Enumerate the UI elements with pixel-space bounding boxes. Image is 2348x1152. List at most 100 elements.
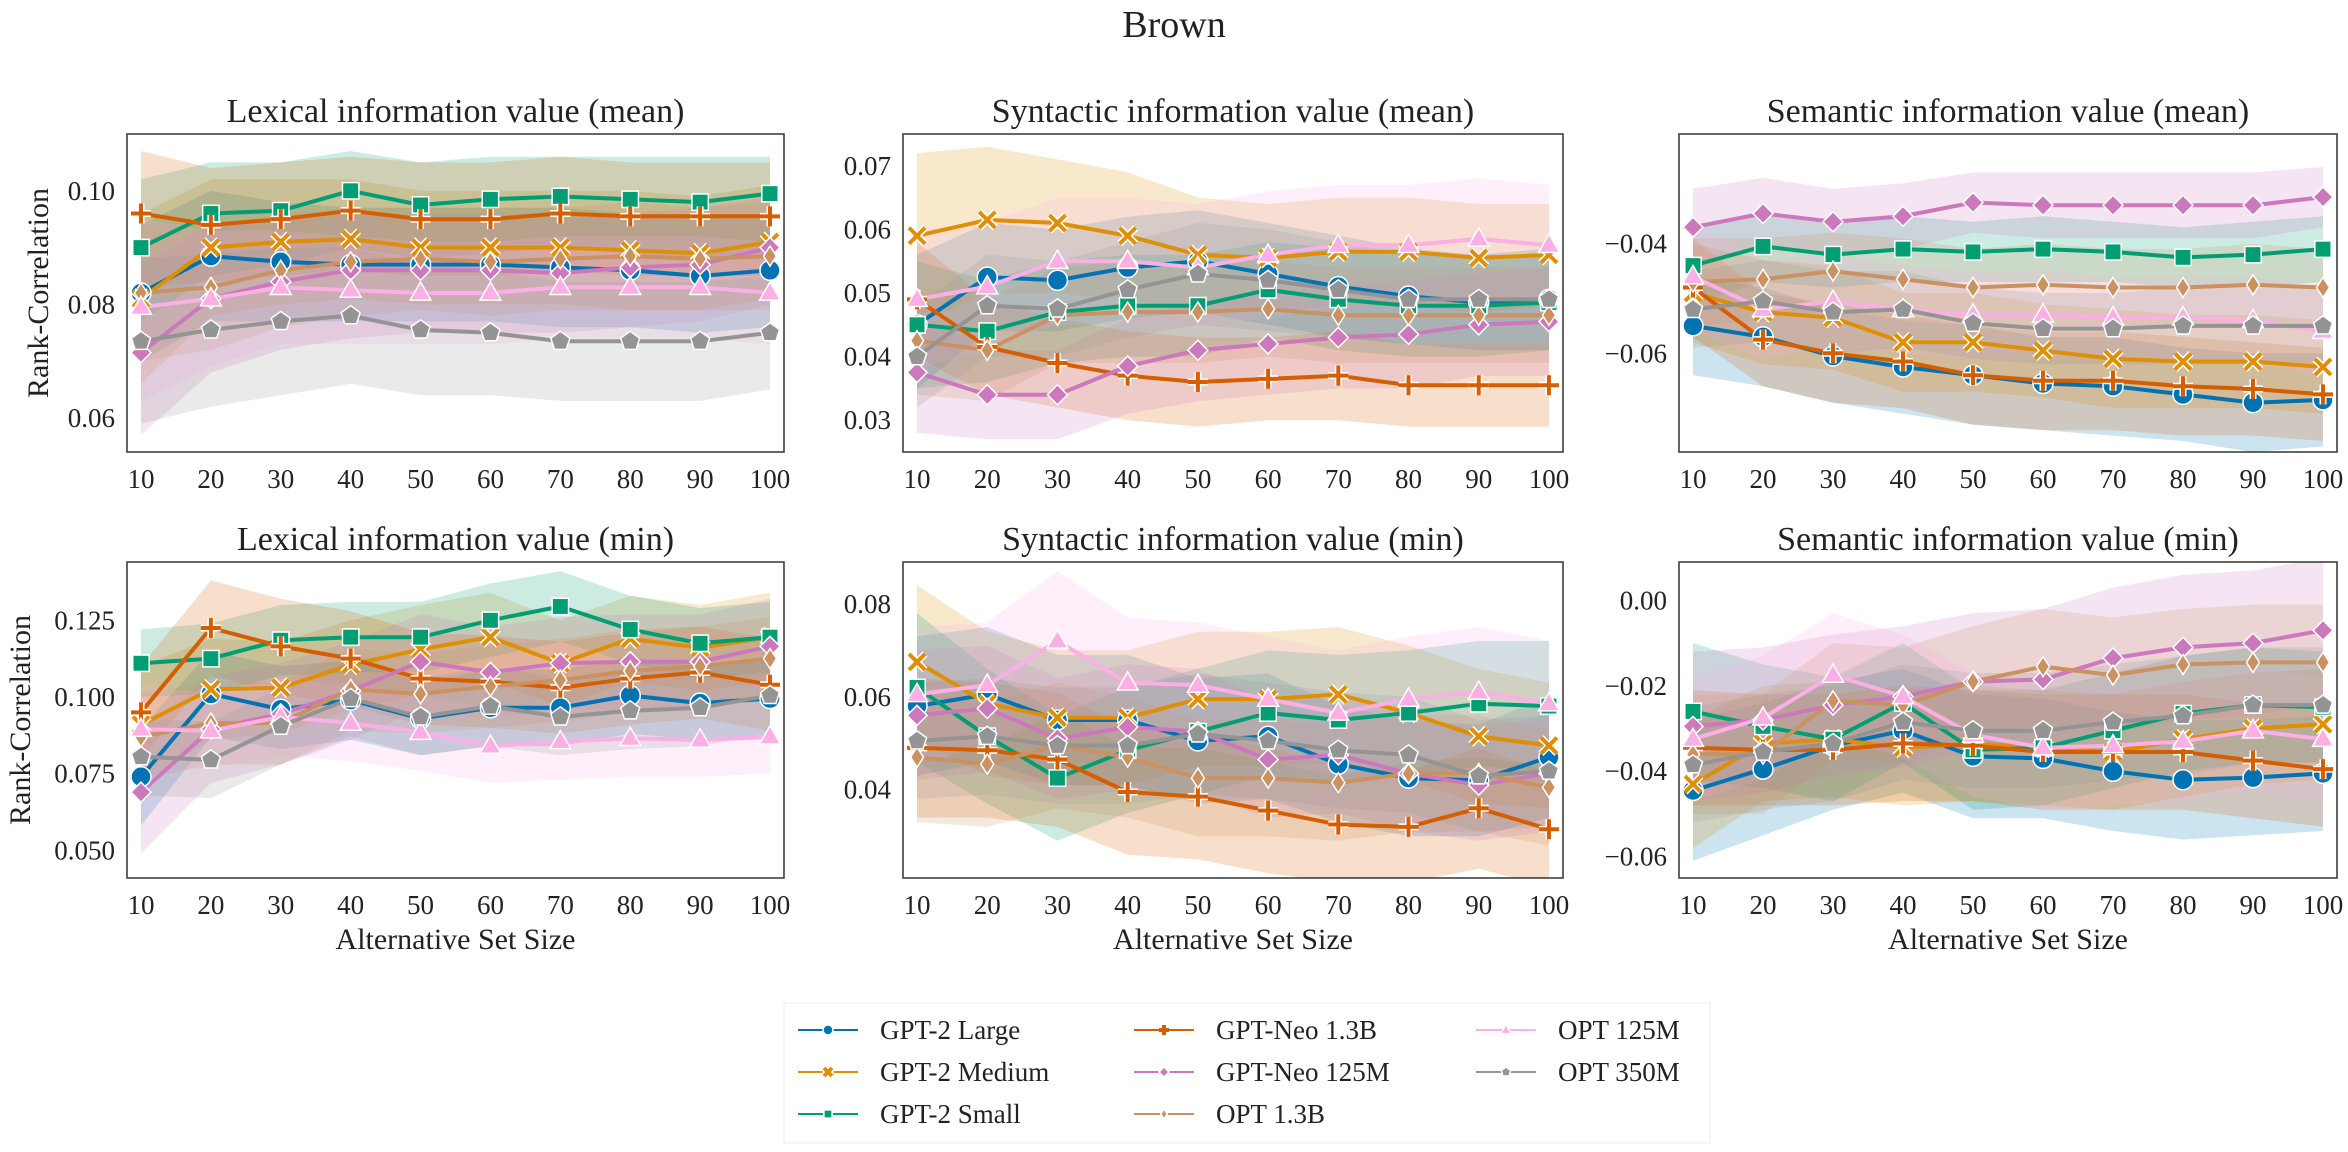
legend-item-opt-125m: OPT 125M [1476, 1015, 1680, 1045]
x-tick-label: 100 [1529, 890, 1570, 920]
data-point-gpt-neo-1-3b [690, 206, 711, 227]
y-tick-label: −0.04 [1605, 229, 1668, 259]
legend-label: GPT-2 Medium [880, 1057, 1049, 1087]
data-point-gpt-neo-1-3b [1258, 368, 1279, 389]
data-point-opt-125m [1466, 226, 1491, 247]
markers-opt-125m [129, 274, 782, 316]
x-tick-label: 70 [547, 890, 574, 920]
data-point-opt-350m [906, 729, 928, 750]
data-point-opt-1-3b [692, 247, 708, 271]
legend-label: GPT-2 Small [880, 1099, 1021, 1129]
data-point-gpt-neo-1-3b [1398, 375, 1419, 396]
x-tick-label: 60 [1255, 464, 1282, 494]
data-point-opt-350m [2032, 719, 2054, 740]
data-point-gpt-neo-1-3b [1187, 786, 1208, 807]
markers-opt-350m [130, 684, 781, 769]
series-line-opt-1-3b [140, 254, 771, 295]
markers-opt-125m [905, 628, 1561, 721]
series-line-gpt-neo-125m [916, 706, 1550, 788]
axes-frame [902, 133, 1564, 453]
ci-band-opt-350m [917, 223, 1549, 408]
data-point-gpt-neo-1-3b [200, 617, 221, 638]
data-point-opt-350m [1117, 734, 1139, 755]
legend-label: GPT-2 Large [880, 1015, 1020, 1045]
data-point-gpt-2-medium [1468, 725, 1490, 747]
data-point-gpt-2-medium [1538, 735, 1560, 757]
data-point-gpt-2-small [551, 597, 570, 616]
y-tick-label: 0.050 [54, 835, 115, 865]
series-line-gpt-2-medium [915, 660, 1550, 748]
data-point-opt-1-3b [2035, 655, 2051, 678]
legend-item-gpt-neo-1-3b: GPT-Neo 1.3B [1134, 1015, 1377, 1045]
legend-marker [1159, 1107, 1169, 1121]
data-point-opt-125m [1256, 686, 1280, 707]
data-point-opt-125m [1256, 242, 1280, 263]
y-tick-label: 0.08 [844, 589, 891, 619]
data-point-opt-350m [906, 345, 928, 366]
x-tick-label: 90 [687, 890, 714, 920]
y-tick-label: 0.05 [844, 278, 891, 308]
x-tick-label: 50 [1184, 890, 1211, 920]
data-point-gpt-2-small [132, 238, 150, 257]
x-tick-label: 80 [1395, 890, 1422, 920]
data-point-opt-1-3b [979, 338, 995, 362]
series-line-opt-125m [140, 714, 771, 749]
data-point-opt-125m [618, 725, 642, 747]
data-point-opt-1-3b [909, 745, 925, 769]
data-point-gpt-2-small [551, 187, 570, 206]
x-tick-label: 60 [2030, 890, 2057, 920]
data-point-opt-350m [480, 695, 501, 716]
legend-item-gpt-neo-125m: GPT-Neo 125M [1134, 1057, 1390, 1087]
data-point-opt-350m [1892, 711, 1914, 731]
plot-area [1679, 562, 2337, 878]
x-tick-label: 20 [1750, 890, 1777, 920]
x-tick-label: 80 [1395, 464, 1422, 494]
data-point-gpt-2-medium [1962, 331, 1984, 353]
data-point-opt-1-3b [1120, 300, 1136, 324]
legend-label: OPT 125M [1558, 1015, 1680, 1045]
data-point-gpt-neo-125m [1681, 216, 1705, 239]
data-point-gpt-neo-1-3b [1328, 365, 1349, 386]
x-tick-label: 50 [1184, 464, 1211, 494]
data-point-gpt-neo-1-3b [480, 209, 501, 230]
data-point-opt-1-3b [1330, 771, 1346, 795]
ci-band-opt-125m [1693, 221, 2323, 376]
data-point-opt-350m [410, 705, 431, 726]
data-point-gpt-neo-125m [1116, 355, 1139, 378]
data-point-opt-125m [1396, 686, 1421, 707]
markers-opt-350m [906, 262, 1560, 366]
data-point-gpt-2-small [411, 628, 430, 647]
x-tick-label: 40 [337, 464, 364, 494]
x-tick-label: 70 [2100, 464, 2127, 494]
data-point-gpt-2-large [1046, 269, 1069, 292]
legend-marker [1157, 1065, 1171, 1079]
series-line-gpt-2-medium [139, 237, 771, 301]
data-point-opt-1-3b [1965, 670, 1981, 693]
x-tick-label: 30 [1044, 890, 1071, 920]
y-tick-label: −0.06 [1605, 842, 1667, 872]
data-point-gpt-neo-1-3b [1117, 782, 1138, 803]
data-point-gpt-neo-1-3b [1823, 343, 1843, 364]
y-tick-label: 0.08 [68, 289, 115, 319]
data-point-gpt-neo-1-3b [130, 203, 151, 224]
data-point-gpt-neo-125m [976, 697, 999, 720]
y-tick-label: 0.125 [54, 605, 115, 635]
ci-band-gpt-2-small [917, 613, 1549, 841]
data-point-opt-125m [905, 681, 929, 703]
ci-band-gpt-neo-125m [917, 645, 1549, 841]
data-point-opt-1-3b [1895, 267, 1911, 291]
panel-3: Semantic information value (mean) 10 20 30 4… [1605, 93, 2344, 494]
panel-title: Syntactic information value (mean) [992, 93, 1474, 130]
data-point-opt-350m [2312, 314, 2334, 335]
data-point-gpt-neo-1-3b [1328, 814, 1349, 835]
data-point-opt-125m [1466, 679, 1491, 701]
x-axis-label: Alternative Set Size [1888, 923, 2128, 956]
data-point-opt-350m [1822, 301, 1844, 322]
data-point-gpt-2-small [2174, 248, 2192, 267]
data-point-gpt-neo-1-3b [2103, 370, 2123, 391]
data-point-gpt-2-small [761, 184, 779, 203]
y-tick-label: 0.06 [844, 214, 891, 244]
markers-gpt-neo-1-3b [130, 200, 781, 235]
y-tick-label: 0.00 [1620, 585, 1667, 615]
data-point-opt-125m [905, 286, 929, 308]
